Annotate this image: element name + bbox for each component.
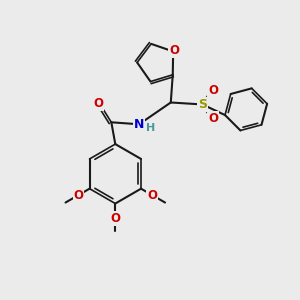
- Text: N: N: [134, 118, 144, 131]
- Text: O: O: [74, 189, 83, 202]
- Text: O: O: [169, 44, 179, 57]
- Text: O: O: [110, 212, 120, 225]
- Text: O: O: [147, 189, 157, 202]
- Text: O: O: [208, 84, 218, 97]
- Text: S: S: [198, 98, 207, 111]
- Text: O: O: [94, 97, 103, 110]
- Text: H: H: [146, 123, 156, 133]
- Text: O: O: [208, 112, 218, 125]
